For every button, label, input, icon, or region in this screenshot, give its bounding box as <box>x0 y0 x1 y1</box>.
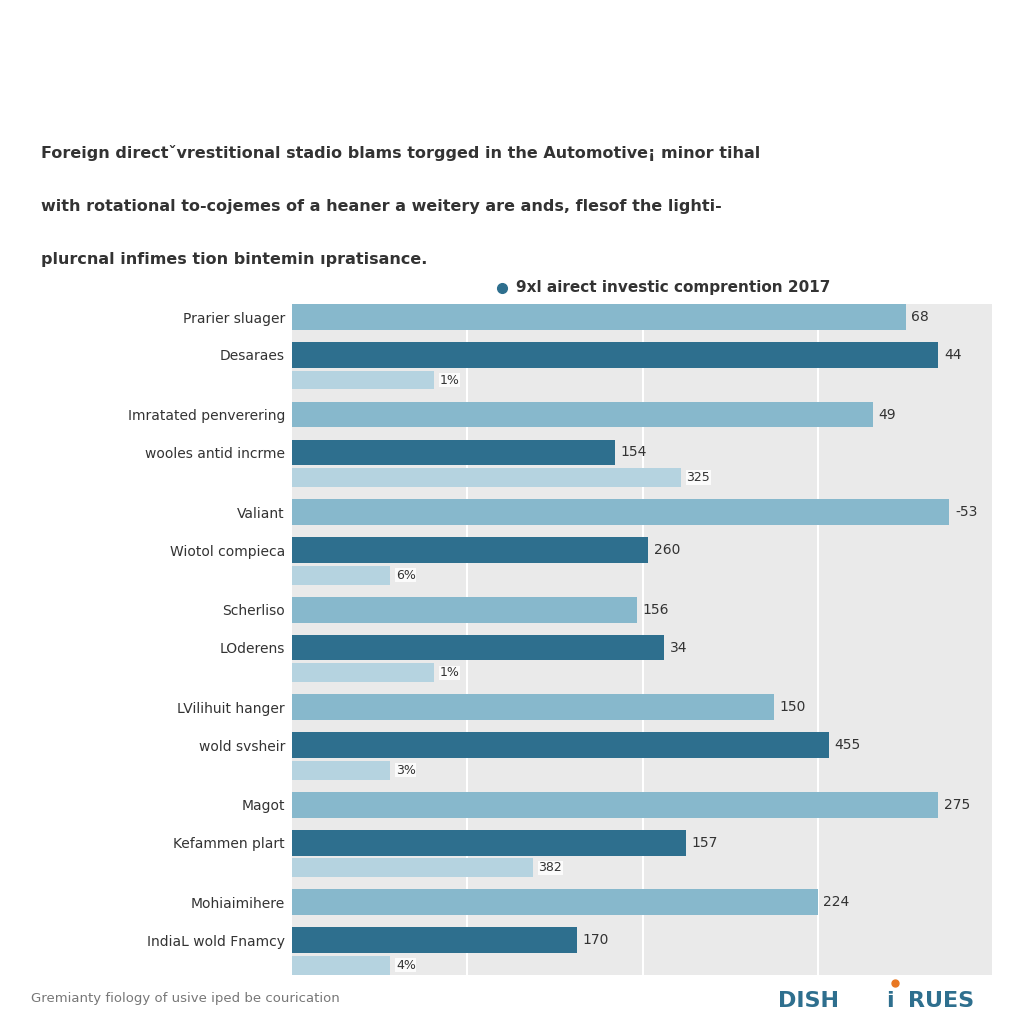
Bar <box>292 538 648 563</box>
Bar <box>292 371 434 389</box>
Text: 1%: 1% <box>439 374 460 386</box>
Text: with rotational to-cojemes of a heaner a weitery are ands, flesof the lighti-: with rotational to-cojemes of a heaner a… <box>41 199 722 214</box>
Bar <box>292 890 818 915</box>
Text: -53: -53 <box>955 505 977 519</box>
Text: 156: 156 <box>643 603 669 616</box>
Text: 34: 34 <box>670 641 687 654</box>
Bar <box>292 792 938 818</box>
Bar <box>292 761 390 779</box>
Text: i: i <box>886 991 893 1011</box>
Text: 382: 382 <box>539 861 562 874</box>
Bar <box>292 439 615 465</box>
Bar <box>292 342 938 368</box>
Bar <box>292 928 577 953</box>
Bar <box>292 829 686 856</box>
Bar <box>292 732 828 758</box>
Text: 170: 170 <box>583 933 608 947</box>
Text: 150: 150 <box>779 700 806 714</box>
Bar <box>292 304 905 330</box>
Bar <box>292 500 949 525</box>
Text: 9xl airect investic comprention 2017: 9xl airect investic comprention 2017 <box>516 281 830 295</box>
Bar <box>292 664 434 682</box>
Text: 44: 44 <box>944 348 962 361</box>
Bar <box>292 635 665 660</box>
Text: 224: 224 <box>823 895 850 909</box>
Bar <box>292 858 532 878</box>
Bar <box>292 694 774 720</box>
Text: 154: 154 <box>621 445 647 460</box>
Bar <box>292 401 872 427</box>
Text: DISH: DISH <box>778 991 840 1011</box>
Bar <box>292 468 681 487</box>
Text: 6%: 6% <box>396 568 416 582</box>
Text: 260: 260 <box>653 543 680 557</box>
Text: 49: 49 <box>879 408 896 422</box>
Bar <box>292 955 390 975</box>
Text: 455: 455 <box>835 738 860 753</box>
Text: Foreign directˇvrestitional stadio blams torgged in the Automotive¡ minor tihal: Foreign directˇvrestitional stadio blams… <box>41 145 760 161</box>
Text: 157: 157 <box>692 836 718 850</box>
Bar <box>292 565 390 585</box>
Bar <box>292 597 637 623</box>
Text: 4%: 4% <box>396 958 416 972</box>
Text: 275: 275 <box>944 798 970 812</box>
Text: 68: 68 <box>911 310 929 324</box>
Text: Gremianty fiology of usive iped be courication: Gremianty fiology of usive iped be couri… <box>31 992 340 1006</box>
Text: Automotive Jesanshestfdul marke investors: Automotive Jesanshestfdul marke investor… <box>26 38 813 70</box>
Text: 1%: 1% <box>439 667 460 679</box>
Text: 3%: 3% <box>396 764 416 777</box>
Text: plurcnal infimes tion bintemin ıpratisance.: plurcnal infimes tion bintemin ıpratisan… <box>41 253 427 267</box>
Text: RUES: RUES <box>908 991 975 1011</box>
Text: 325: 325 <box>686 471 711 484</box>
